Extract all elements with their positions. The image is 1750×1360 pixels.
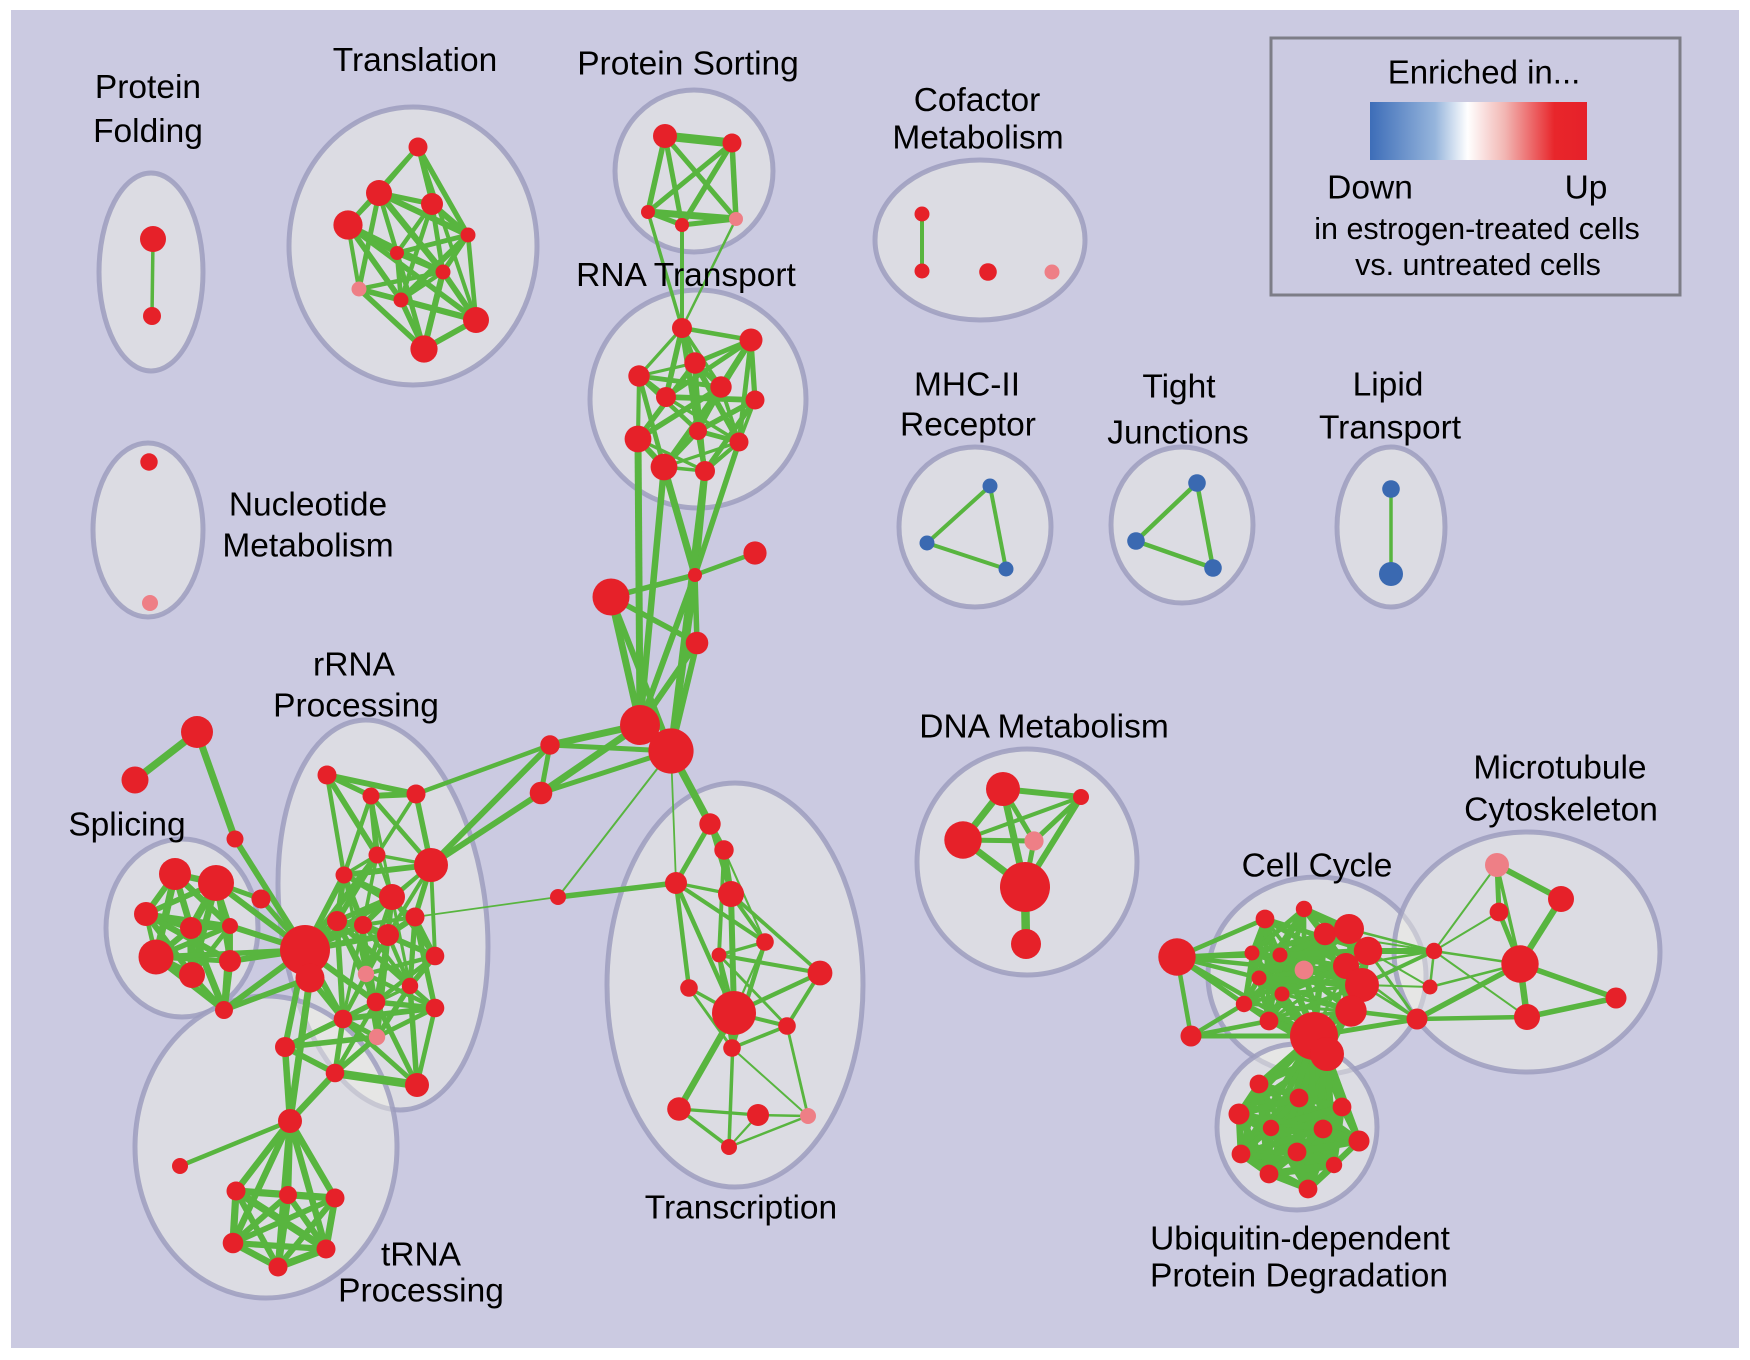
svg-text:Metabolism: Metabolism	[222, 528, 393, 565]
svg-text:Splicing: Splicing	[68, 807, 185, 844]
svg-text:Down: Down	[1327, 170, 1413, 207]
svg-text:Receptor: Receptor	[900, 407, 1036, 444]
svg-text:Tight: Tight	[1142, 369, 1216, 406]
svg-text:Ubiquitin-dependent: Ubiquitin-dependent	[1150, 1221, 1451, 1258]
svg-text:Up: Up	[1565, 170, 1608, 207]
svg-text:Folding: Folding	[93, 113, 203, 150]
svg-text:Transport: Transport	[1319, 410, 1462, 447]
svg-text:Metabolism: Metabolism	[892, 120, 1063, 157]
svg-text:Nucleotide: Nucleotide	[229, 487, 387, 524]
svg-text:RNA Transport: RNA Transport	[576, 257, 796, 294]
svg-text:Processing: Processing	[338, 1273, 504, 1310]
svg-text:vs. untreated cells: vs. untreated cells	[1355, 248, 1601, 282]
svg-text:Cytoskeleton: Cytoskeleton	[1464, 792, 1658, 829]
svg-text:Cell Cycle: Cell Cycle	[1242, 848, 1393, 885]
svg-text:MHC-II: MHC-II	[914, 367, 1020, 404]
svg-text:Translation: Translation	[333, 42, 497, 79]
svg-text:Protein: Protein	[95, 69, 201, 106]
svg-text:DNA Metabolism: DNA Metabolism	[919, 709, 1168, 746]
svg-text:rRNA: rRNA	[313, 647, 396, 684]
svg-text:Junctions: Junctions	[1107, 415, 1249, 452]
svg-text:Enriched in...: Enriched in...	[1388, 54, 1581, 91]
svg-text:Cofactor: Cofactor	[914, 82, 1041, 119]
svg-text:Transcription: Transcription	[645, 1190, 837, 1227]
svg-text:Processing: Processing	[273, 688, 439, 725]
svg-text:Protein Degradation: Protein Degradation	[1150, 1258, 1448, 1295]
svg-text:tRNA: tRNA	[381, 1237, 462, 1274]
svg-text:Lipid: Lipid	[1353, 367, 1424, 404]
svg-text:Protein Sorting: Protein Sorting	[577, 46, 799, 83]
svg-text:in estrogen-treated cells: in estrogen-treated cells	[1314, 212, 1640, 246]
svg-text:Microtubule: Microtubule	[1473, 750, 1646, 787]
